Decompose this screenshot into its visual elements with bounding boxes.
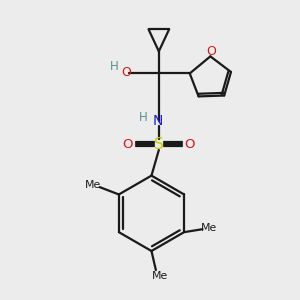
Text: Me: Me: [85, 180, 101, 190]
Text: Me: Me: [201, 223, 217, 233]
Text: Me: Me: [152, 271, 168, 281]
Text: O: O: [207, 45, 217, 58]
Text: N: N: [152, 114, 163, 128]
Text: H: H: [110, 61, 118, 74]
Text: O: O: [121, 66, 131, 80]
Text: H: H: [139, 111, 148, 124]
Text: O: O: [184, 138, 195, 151]
Text: O: O: [123, 138, 133, 151]
Text: S: S: [154, 136, 164, 152]
